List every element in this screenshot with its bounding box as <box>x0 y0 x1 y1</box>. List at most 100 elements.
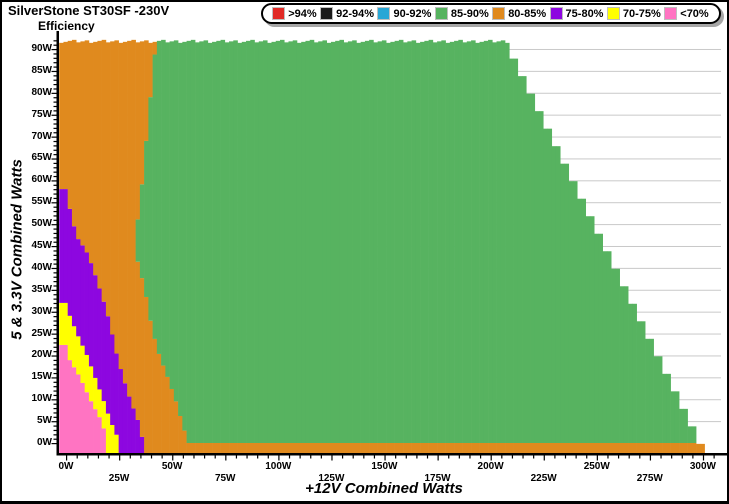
band-column <box>564 443 570 455</box>
band-column <box>483 443 489 455</box>
band-column <box>415 42 421 443</box>
band-column <box>594 233 599 443</box>
x-tick <box>617 455 620 459</box>
band-column <box>530 93 536 444</box>
y-tick <box>53 62 57 64</box>
band-column <box>679 408 684 443</box>
band-column <box>415 443 421 455</box>
band-column <box>488 39 493 443</box>
band-column <box>606 251 612 443</box>
band-column <box>220 39 226 443</box>
x-tick-label: 100W <box>265 461 292 472</box>
y-tick <box>53 44 57 46</box>
band-column <box>71 39 77 227</box>
band-column <box>628 443 633 455</box>
y-tick <box>53 307 57 309</box>
band-column <box>195 42 200 443</box>
band-column <box>441 40 446 443</box>
band-column <box>534 111 540 444</box>
chart-title-line2: Efficiency <box>38 19 95 33</box>
legend-label: 75-80% <box>565 7 604 20</box>
band-column <box>581 198 587 443</box>
band-column <box>216 40 221 444</box>
band-column <box>165 376 170 455</box>
band-column <box>500 443 506 455</box>
band-column <box>560 443 565 455</box>
band-column <box>594 443 599 455</box>
band-column <box>424 443 429 455</box>
band-column <box>339 39 344 443</box>
y-tick <box>53 381 57 383</box>
band-column <box>407 41 412 444</box>
band-column <box>195 443 200 455</box>
band-column <box>161 39 166 366</box>
y-tick <box>51 443 57 445</box>
y-tick-label: 25W <box>31 327 52 339</box>
band-column <box>93 41 98 276</box>
band-column <box>377 41 383 444</box>
y-tick-label: 55W <box>31 196 52 208</box>
band-column <box>526 443 531 455</box>
y-tick <box>53 364 57 366</box>
y-tick <box>53 337 57 340</box>
y-tick <box>51 114 57 116</box>
band-column <box>539 443 544 455</box>
band-column <box>250 39 255 443</box>
band-column <box>186 443 192 455</box>
y-tick <box>51 158 57 160</box>
band-column <box>97 417 102 455</box>
band-column <box>534 443 540 455</box>
band-column <box>581 443 587 455</box>
y-tick <box>53 407 57 410</box>
y-tick <box>53 281 57 283</box>
band-column <box>63 41 68 190</box>
band-column <box>169 388 175 455</box>
band-column <box>458 39 463 443</box>
band-column <box>623 286 629 443</box>
y-tick <box>53 351 57 353</box>
band-column <box>670 443 676 455</box>
legend-label: 90-92% <box>393 7 432 20</box>
legend-swatch <box>549 7 563 20</box>
x-tick <box>108 455 110 459</box>
band-column <box>93 377 98 410</box>
band-column <box>63 302 68 345</box>
band-column <box>373 42 378 443</box>
y-tick <box>53 75 57 77</box>
band-column <box>598 443 603 455</box>
band-column <box>589 216 595 443</box>
band-column <box>475 443 480 455</box>
band-column <box>568 181 574 443</box>
band-column <box>696 443 701 455</box>
band-column <box>398 39 404 443</box>
band-column <box>84 392 90 455</box>
band-column <box>220 443 226 455</box>
band-column <box>258 443 264 455</box>
band-column <box>190 443 196 455</box>
band-column <box>335 40 340 444</box>
y-tick <box>53 438 57 440</box>
x-tick <box>575 455 577 459</box>
band-column <box>335 443 340 455</box>
band-column <box>148 320 153 455</box>
x-tick <box>395 455 397 459</box>
y-tick <box>53 154 57 156</box>
legend-item: 70-75% <box>606 7 661 20</box>
band-column <box>687 443 693 455</box>
band-column <box>657 443 663 455</box>
band-column <box>165 42 170 377</box>
band-column <box>636 443 642 455</box>
band-column <box>88 401 94 455</box>
band-column <box>424 40 429 444</box>
y-tick <box>53 394 57 397</box>
y-tick <box>53 302 57 305</box>
band-column <box>105 413 111 455</box>
y-tick <box>53 88 57 90</box>
x-tick <box>76 455 78 459</box>
band-column <box>496 41 502 444</box>
x-tick <box>405 455 407 459</box>
band-column <box>97 389 102 418</box>
band-column <box>454 40 459 444</box>
band-column <box>288 443 294 455</box>
band-column <box>59 189 64 303</box>
